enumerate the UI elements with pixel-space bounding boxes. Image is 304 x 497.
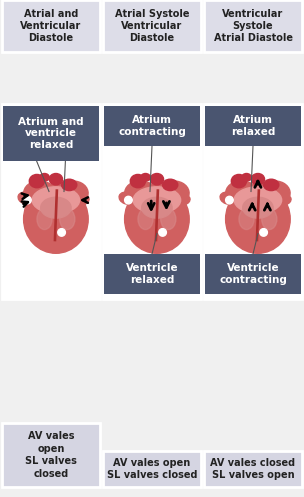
Ellipse shape bbox=[220, 192, 235, 204]
Circle shape bbox=[58, 229, 65, 236]
Ellipse shape bbox=[125, 185, 189, 253]
Ellipse shape bbox=[256, 181, 290, 208]
Text: Atrium and
ventricle
relaxed: Atrium and ventricle relaxed bbox=[18, 117, 84, 150]
Ellipse shape bbox=[49, 173, 63, 185]
FancyBboxPatch shape bbox=[103, 104, 201, 299]
Ellipse shape bbox=[24, 185, 88, 253]
Ellipse shape bbox=[29, 174, 44, 188]
Ellipse shape bbox=[239, 209, 254, 230]
FancyBboxPatch shape bbox=[103, 0, 201, 52]
FancyBboxPatch shape bbox=[204, 0, 302, 52]
Ellipse shape bbox=[138, 209, 153, 230]
Ellipse shape bbox=[142, 197, 172, 218]
Ellipse shape bbox=[155, 181, 189, 208]
Circle shape bbox=[260, 229, 268, 236]
Ellipse shape bbox=[60, 209, 75, 230]
Ellipse shape bbox=[226, 185, 290, 253]
Text: Atrium
relaxed: Atrium relaxed bbox=[231, 115, 275, 137]
Ellipse shape bbox=[231, 174, 247, 188]
Text: Ventricle
relaxed: Ventricle relaxed bbox=[126, 263, 178, 285]
Ellipse shape bbox=[264, 179, 279, 191]
Ellipse shape bbox=[242, 173, 251, 181]
FancyBboxPatch shape bbox=[3, 106, 99, 161]
Text: Ventricle
contracting: Ventricle contracting bbox=[219, 263, 287, 285]
Text: Atrial and
Ventricular
Diastole: Atrial and Ventricular Diastole bbox=[20, 8, 82, 43]
Text: AV vales open
SL valves closed: AV vales open SL valves closed bbox=[107, 458, 197, 480]
Ellipse shape bbox=[226, 181, 260, 208]
Circle shape bbox=[159, 229, 166, 236]
Ellipse shape bbox=[24, 181, 58, 208]
Ellipse shape bbox=[41, 197, 71, 218]
Text: Ventricular
Systole
Atrial Diastole: Ventricular Systole Atrial Diastole bbox=[213, 8, 292, 43]
Ellipse shape bbox=[133, 187, 181, 213]
Ellipse shape bbox=[37, 209, 52, 230]
Ellipse shape bbox=[54, 181, 88, 208]
Ellipse shape bbox=[163, 179, 178, 191]
Text: AV vales
open
SL valves
closed: AV vales open SL valves closed bbox=[25, 431, 77, 479]
Ellipse shape bbox=[62, 179, 77, 191]
Ellipse shape bbox=[40, 173, 49, 181]
Ellipse shape bbox=[150, 173, 164, 185]
Ellipse shape bbox=[234, 187, 282, 213]
FancyBboxPatch shape bbox=[104, 106, 200, 146]
Circle shape bbox=[24, 196, 31, 204]
FancyBboxPatch shape bbox=[103, 451, 201, 487]
FancyBboxPatch shape bbox=[2, 423, 100, 487]
Ellipse shape bbox=[119, 192, 134, 204]
Ellipse shape bbox=[177, 195, 190, 205]
Ellipse shape bbox=[130, 174, 146, 188]
Text: Atrium
contracting: Atrium contracting bbox=[118, 115, 186, 137]
Circle shape bbox=[125, 196, 132, 204]
Ellipse shape bbox=[262, 209, 277, 230]
Ellipse shape bbox=[18, 192, 33, 204]
Ellipse shape bbox=[76, 195, 89, 205]
FancyBboxPatch shape bbox=[2, 0, 100, 52]
FancyBboxPatch shape bbox=[2, 104, 100, 299]
FancyBboxPatch shape bbox=[205, 254, 301, 294]
Ellipse shape bbox=[141, 173, 150, 181]
FancyBboxPatch shape bbox=[204, 104, 302, 299]
FancyBboxPatch shape bbox=[204, 451, 302, 487]
Ellipse shape bbox=[251, 173, 264, 185]
FancyBboxPatch shape bbox=[205, 106, 301, 146]
Ellipse shape bbox=[161, 209, 176, 230]
Ellipse shape bbox=[278, 195, 291, 205]
Ellipse shape bbox=[243, 197, 273, 218]
Text: Atrial Systole
Ventricular
Diastole: Atrial Systole Ventricular Diastole bbox=[115, 8, 189, 43]
Circle shape bbox=[226, 196, 233, 204]
Text: AV vales closed
SL valves open: AV vales closed SL valves open bbox=[210, 458, 295, 480]
FancyBboxPatch shape bbox=[104, 254, 200, 294]
Ellipse shape bbox=[125, 181, 159, 208]
Ellipse shape bbox=[32, 187, 80, 213]
